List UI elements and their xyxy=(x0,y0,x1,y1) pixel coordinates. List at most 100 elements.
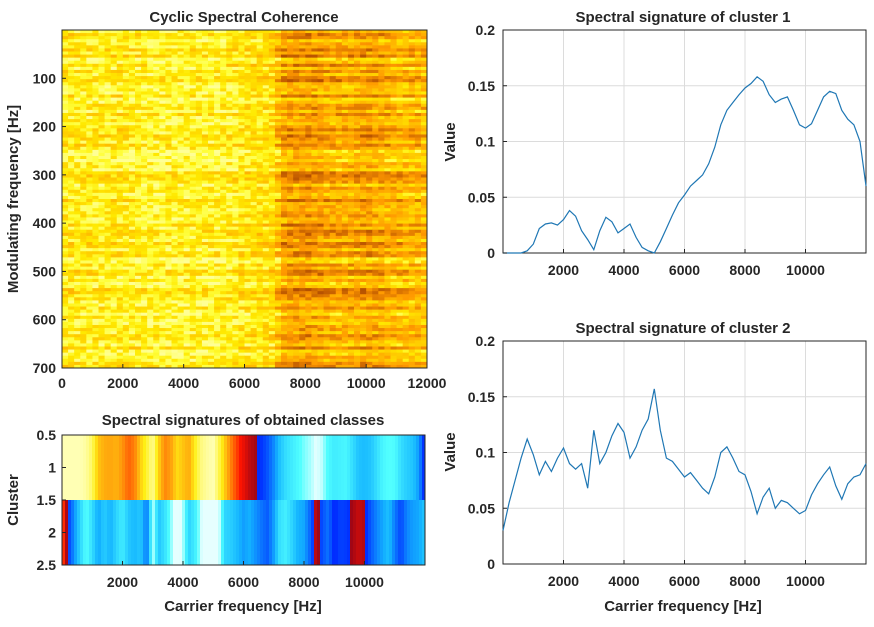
csc-cell xyxy=(86,63,93,68)
csc-cell xyxy=(305,174,312,178)
csc-cell xyxy=(232,30,239,34)
csc-cell xyxy=(396,269,404,274)
csc-cell xyxy=(372,76,379,80)
csc-cell xyxy=(335,189,343,194)
csc-cell xyxy=(183,281,191,286)
csc-cell xyxy=(214,245,221,249)
csc-cell xyxy=(128,112,136,117)
csc-cell xyxy=(402,42,410,46)
csc-cell xyxy=(153,199,160,203)
csc-cell xyxy=(62,137,69,142)
csc-cell xyxy=(408,245,416,249)
csc-cell xyxy=(329,232,337,237)
csc-cell xyxy=(189,137,197,142)
csc-cell xyxy=(317,195,324,200)
csc-cell xyxy=(189,69,197,74)
csc-cell xyxy=(347,66,355,71)
csc-cell xyxy=(341,195,349,200)
csc-cell xyxy=(80,45,87,49)
csc-cell xyxy=(317,183,324,188)
csc-cell xyxy=(311,171,318,175)
csc-cell xyxy=(281,189,288,194)
csc-cell xyxy=(396,152,404,157)
csc-cell xyxy=(420,36,427,40)
csc-cell xyxy=(287,251,294,255)
csc-cell xyxy=(305,36,312,40)
csc-cell xyxy=(98,177,105,181)
csc-cell xyxy=(232,174,239,178)
csc-cell xyxy=(165,223,172,228)
csc-cell xyxy=(208,248,215,252)
csc-cell xyxy=(232,171,239,175)
csc-cell xyxy=(74,251,81,255)
csc-cell xyxy=(232,106,239,111)
csc-cell xyxy=(323,165,331,169)
csc-cell xyxy=(335,119,343,123)
csc-cell xyxy=(128,162,136,166)
csc-cell xyxy=(189,149,197,154)
csc-cell xyxy=(281,128,288,132)
csc-cell xyxy=(372,143,379,148)
csc-cell xyxy=(347,152,355,157)
csc-cell xyxy=(135,281,142,286)
csc-cell xyxy=(287,48,294,52)
csc-cell xyxy=(128,103,136,108)
csc-cell xyxy=(402,69,410,74)
csc-cell xyxy=(347,211,355,215)
csc-cell xyxy=(153,223,160,228)
csc-cell xyxy=(74,195,81,200)
csc-cell xyxy=(420,33,427,37)
csc-cell xyxy=(281,266,288,271)
csc-cell xyxy=(62,281,69,286)
csc-cell xyxy=(183,226,191,231)
csc-cell xyxy=(98,76,105,80)
csc-cell xyxy=(226,125,233,129)
csc-cell xyxy=(128,39,136,43)
csc-cell xyxy=(116,242,124,246)
csc-cell xyxy=(256,54,264,59)
csc-cell xyxy=(268,183,276,188)
csc-cell xyxy=(317,119,324,123)
csc-cell xyxy=(220,275,227,280)
csc-cell xyxy=(305,220,312,224)
csc-cell xyxy=(214,195,221,200)
csc-cell xyxy=(214,100,221,105)
csc-cell xyxy=(141,254,148,258)
csc-cell xyxy=(354,159,361,163)
csc-cell xyxy=(128,33,136,37)
csc-cell xyxy=(262,263,270,267)
csc-cell xyxy=(208,159,215,163)
csc-cell xyxy=(80,211,87,215)
csc-cell xyxy=(195,122,203,126)
csc-cell xyxy=(201,45,209,49)
csc-cell xyxy=(183,195,191,200)
csc-cell xyxy=(335,263,343,267)
csc-cell xyxy=(165,211,172,215)
csc-cell xyxy=(262,208,270,212)
csc-cell xyxy=(165,57,172,62)
csc-cell xyxy=(360,42,367,46)
csc-cell xyxy=(414,122,422,126)
csc-cell xyxy=(98,36,105,40)
csc-cell xyxy=(201,103,209,108)
csc-cell xyxy=(62,54,69,59)
csc-cell xyxy=(92,45,99,49)
csc-cell xyxy=(177,199,185,203)
csc-cell xyxy=(335,137,343,142)
csc-cell xyxy=(86,119,93,123)
csc-cell xyxy=(323,189,331,194)
csc-cell xyxy=(414,281,422,286)
csc-cell xyxy=(171,137,178,142)
csc-cell xyxy=(135,79,142,83)
csc-cell xyxy=(104,73,112,77)
csc-cell xyxy=(287,235,294,240)
csc-cell xyxy=(268,263,276,267)
csc-cell xyxy=(287,146,294,151)
csc-cell xyxy=(420,103,427,108)
csc-cell xyxy=(147,171,154,175)
csc-cell xyxy=(232,205,239,209)
csc-cell xyxy=(238,168,245,172)
csc-cell xyxy=(128,57,136,62)
csc-cell xyxy=(122,260,130,264)
csc-cell xyxy=(317,36,324,40)
